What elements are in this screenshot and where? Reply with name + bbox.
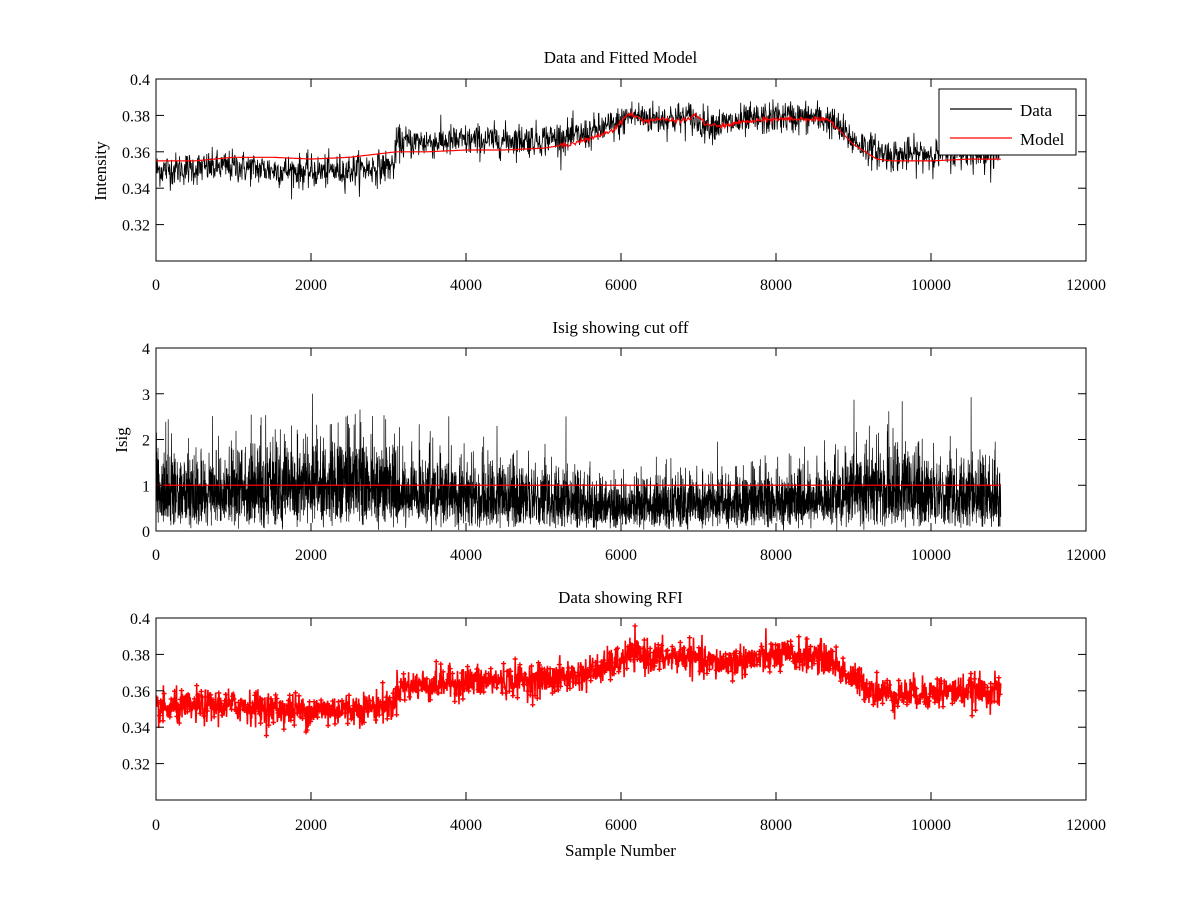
top-x-tick-label: 0 [152, 277, 160, 294]
middle-y-tick-label: 1 [142, 478, 150, 495]
middle-x-tick-label: 2000 [295, 547, 327, 564]
top-tick-marks [155, 78, 1087, 261]
middle-x-tick-label: 4000 [450, 547, 482, 564]
bottom-x-axis-label: Sample Number [565, 841, 676, 860]
subplot-data-showing-rfi: Data showing RFI Sample Number 0 2000 40… [122, 588, 1106, 860]
bottom-x-tick-label: 12000 [1066, 817, 1106, 834]
bottom-y-tick-label: 0.38 [122, 647, 150, 664]
middle-x-tick-label: 12000 [1066, 547, 1106, 564]
bottom-x-tick-label: 10000 [911, 817, 951, 834]
top-y-tick-label: 0.32 [122, 218, 150, 235]
rfi-series-markers [156, 623, 1003, 739]
middle-x-tick-label: 6000 [605, 547, 637, 564]
middle-plot-area [156, 393, 1002, 531]
top-x-tick-label: 8000 [760, 277, 792, 294]
top-x-tick-label: 6000 [605, 277, 637, 294]
middle-x-tick-labels: 0 2000 4000 6000 8000 10000 12000 [152, 547, 1106, 564]
isig-series-line [156, 393, 1002, 531]
top-chart-title: Data and Fitted Model [544, 48, 698, 67]
bottom-x-tick-labels: 0 2000 4000 6000 8000 10000 12000 [152, 817, 1106, 834]
middle-y-tick-label: 4 [142, 341, 150, 358]
middle-x-tick-label: 10000 [911, 547, 951, 564]
bottom-plot-area [156, 623, 1003, 739]
middle-y-tick-label: 2 [142, 433, 150, 450]
bottom-x-tick-label: 0 [152, 817, 160, 834]
bottom-x-tick-label: 8000 [760, 817, 792, 834]
top-x-tick-labels: 0 2000 4000 6000 8000 10000 12000 [152, 277, 1106, 294]
bottom-x-tick-label: 6000 [605, 817, 637, 834]
bottom-y-tick-label: 0.36 [122, 684, 150, 701]
bottom-tick-marks [155, 617, 1087, 800]
bottom-chart-title: Data showing RFI [558, 588, 683, 607]
top-x-tick-label: 4000 [450, 277, 482, 294]
top-y-tick-label: 0.36 [122, 145, 150, 162]
top-x-tick-label: 12000 [1066, 277, 1106, 294]
subplot-data-and-fitted-model: Data and Fitted Model Intensity 0 2000 4… [91, 48, 1106, 294]
top-x-tick-label: 2000 [295, 277, 327, 294]
middle-y-axis-label: Isig [112, 427, 131, 453]
top-x-tick-label: 10000 [911, 277, 951, 294]
legend-box [938, 88, 1077, 156]
model-series-line [156, 110, 1001, 162]
bottom-y-tick-label: 0.4 [130, 611, 150, 628]
middle-chart-title: Isig showing cut off [552, 318, 688, 337]
middle-tick-marks [155, 347, 1087, 532]
rfi-series-line [156, 625, 1002, 736]
middle-y-tick-label: 0 [142, 524, 150, 541]
subplot-isig-showing-cut-off: Isig showing cut off Isig 0 2000 4000 60… [112, 318, 1106, 564]
legend-model-label: Model [1020, 130, 1065, 149]
top-y-axis-label: Intensity [91, 141, 110, 201]
middle-y-tick-labels: 0 1 2 3 4 [142, 341, 150, 541]
legend: Data Model [938, 88, 1077, 156]
bottom-x-tick-label: 4000 [450, 817, 482, 834]
bottom-y-tick-label: 0.34 [122, 720, 150, 737]
top-plot-area [156, 99, 1002, 200]
legend-data-label: Data [1020, 101, 1053, 120]
bottom-y-tick-label: 0.32 [122, 757, 150, 774]
middle-y-tick-label: 3 [142, 387, 150, 404]
top-y-tick-label: 0.4 [130, 72, 150, 89]
middle-x-tick-label: 8000 [760, 547, 792, 564]
top-y-tick-label: 0.38 [122, 108, 150, 125]
top-y-tick-label: 0.34 [122, 181, 150, 198]
bottom-y-tick-labels: 0.32 0.34 0.36 0.38 0.4 [122, 611, 150, 774]
bottom-x-tick-label: 2000 [295, 817, 327, 834]
middle-x-tick-label: 0 [152, 547, 160, 564]
top-y-tick-labels: 0.32 0.34 0.36 0.38 0.4 [122, 72, 150, 235]
